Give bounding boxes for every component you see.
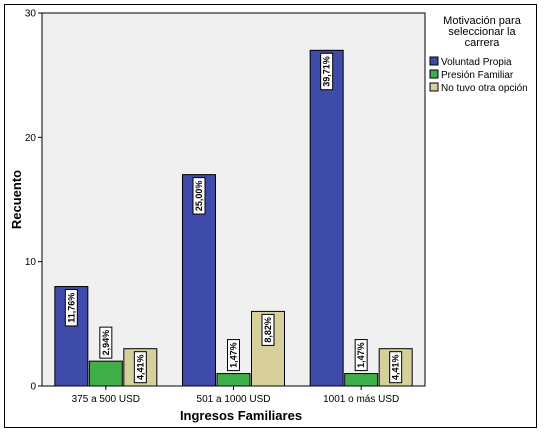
x-tick-label: 375 a 500 USD xyxy=(72,394,140,405)
data-label: 11,76% xyxy=(66,293,76,323)
y-tick-label: 0 xyxy=(30,382,36,393)
data-label: 8,82% xyxy=(263,317,273,343)
data-label-box xyxy=(261,313,275,346)
data-label: 25,00% xyxy=(194,181,204,212)
data-label-box xyxy=(389,351,403,384)
bar xyxy=(344,373,379,387)
bar xyxy=(216,373,251,387)
x-tick-label: 1001 o más USD xyxy=(323,394,399,405)
y-tick-label: 30 xyxy=(25,9,37,20)
x-tick-label: 501 a 1000 USD xyxy=(197,394,271,405)
legend-swatch xyxy=(429,69,439,79)
data-label-box xyxy=(192,177,206,215)
data-label: 4,41% xyxy=(391,354,401,380)
bar xyxy=(309,49,344,387)
plot-area xyxy=(41,12,426,387)
data-label: 4,41% xyxy=(135,354,145,380)
legend-swatch xyxy=(429,82,439,92)
legend-entry: Presión Familiar xyxy=(441,70,514,81)
data-label-box xyxy=(64,289,78,327)
legend-swatch xyxy=(429,56,439,66)
y-axis-title: Recuento xyxy=(9,170,24,229)
legend-title: Motivación para seleccionar la carrera xyxy=(443,15,522,49)
bar xyxy=(88,360,123,387)
data-label: 2,94% xyxy=(101,330,111,356)
data-label: 39,71% xyxy=(322,56,332,87)
data-label-box xyxy=(354,339,368,372)
chart-frame: 11,76% 2,94% 4,41% 25,00% 1,47% 8,82% 39,71% 1,… xyxy=(4,4,537,428)
data-label: 1,47% xyxy=(229,342,239,368)
data-label-box xyxy=(320,52,334,91)
y-tick-label: 20 xyxy=(25,133,37,144)
legend-entry: Voluntad Propia xyxy=(441,57,512,68)
legend-entry: No tuvo otra opción xyxy=(441,83,528,94)
x-axis-title: Ingresos Familiares xyxy=(180,408,302,423)
bar-chart: 11,76% 2,94% 4,41% 25,00% 1,47% 8,82% 39,71% 1,… xyxy=(9,9,528,424)
y-tick-label: 10 xyxy=(25,257,37,268)
legend: Motivación para seleccionar la carrera Vol… xyxy=(429,15,528,94)
data-label: 1,47% xyxy=(356,342,366,368)
data-label-box xyxy=(227,339,240,372)
data-label-box xyxy=(133,351,147,384)
data-label-box xyxy=(99,326,113,359)
